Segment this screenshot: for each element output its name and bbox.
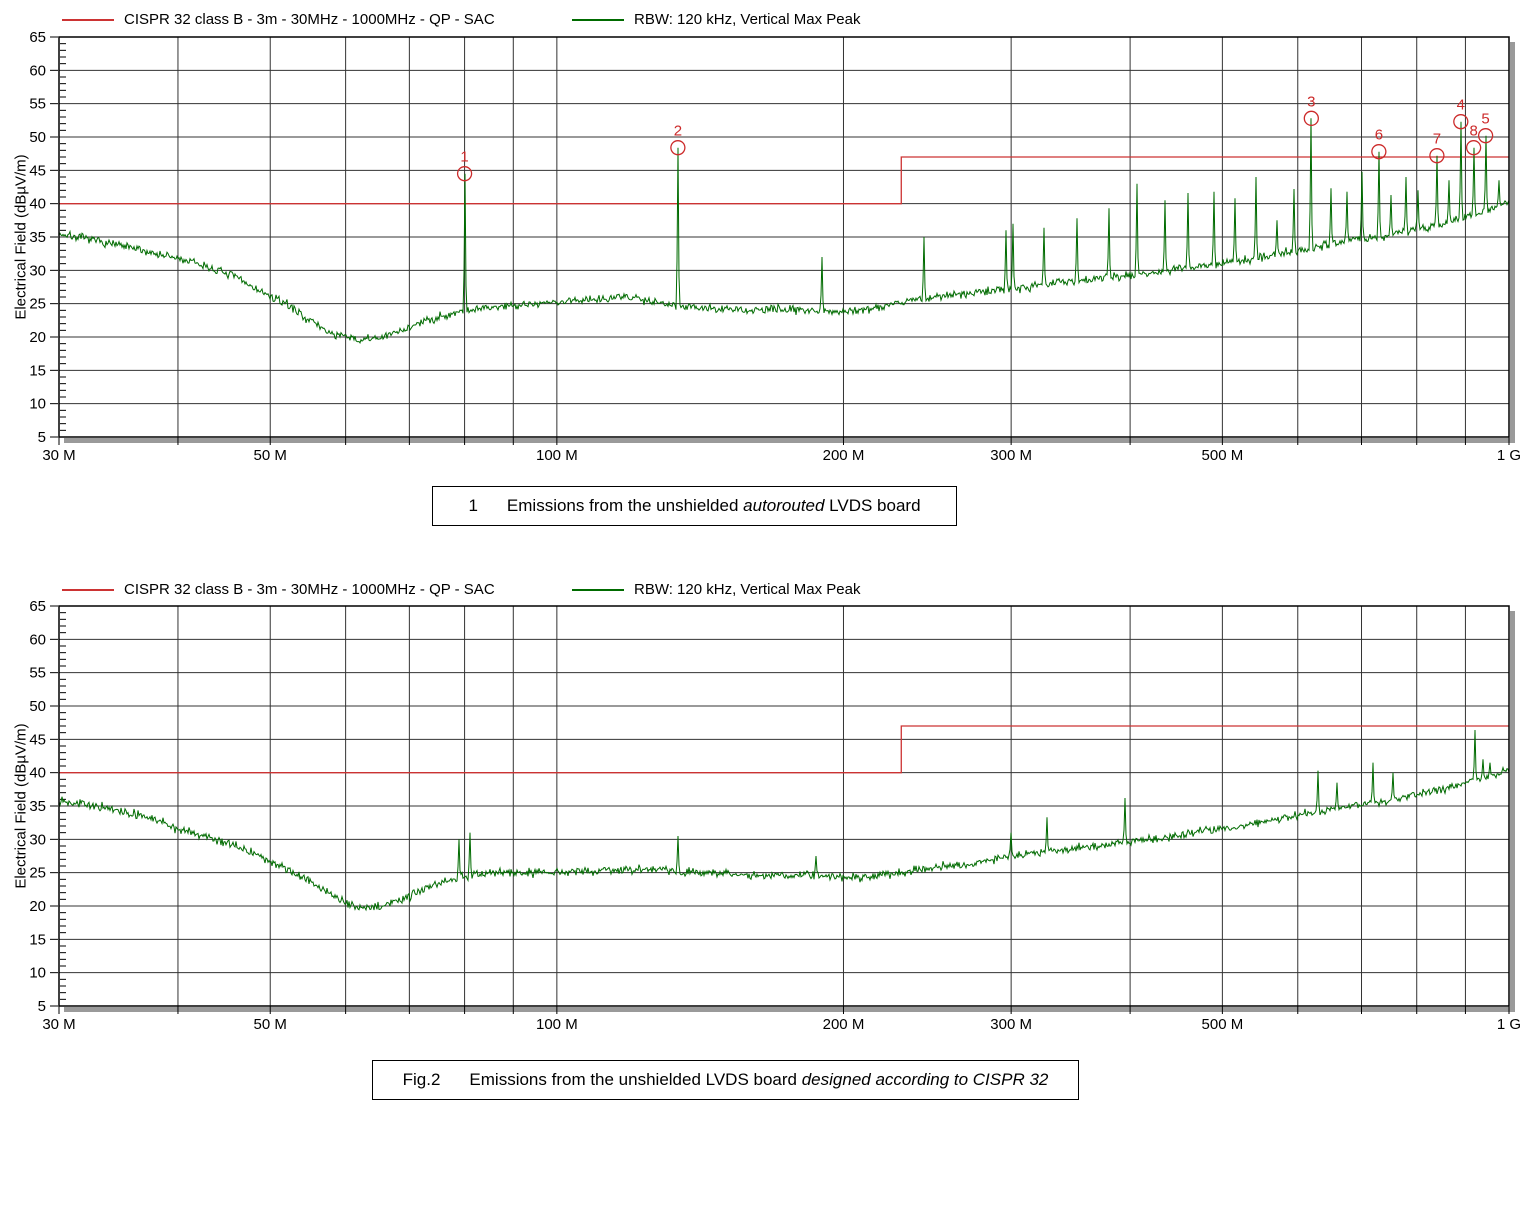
peak-marker-circle-8 [1465,140,1482,156]
axis-labels: 65 60 55 50 45 40 35 30 25 20 15 10 530 M 50 M 100 M 20… [29,598,1521,1033]
y-tick-label: 65 [29,598,46,615]
x-tick-label: 1 G [1497,1016,1521,1033]
y-tick-label: 55 [29,96,46,113]
plot-shadow-right [1510,42,1515,443]
x-tick-label: 200 M [823,447,865,464]
figure-caption-1: 1 Emissions from the unshielded autoroute… [432,486,957,526]
peak-marker-circle-4 [1453,114,1469,130]
caption-text: Emissions from the unshielded [506,496,744,515]
peak-marker-circle-5 [1477,128,1494,144]
max-peak-trace [58,118,1510,345]
plot-shadow-bottom [64,438,1514,443]
y-tick-label: 45 [29,162,46,179]
caption-italic: designed according to CISPR 32 [801,1070,1049,1089]
x-tick-label: 500 M [1202,1016,1244,1033]
peak-marker-circle-2 [670,140,686,156]
x-tick-label: 300 M [990,447,1032,464]
peak-marker-label-2: 2 [674,123,682,140]
figure-caption-2: Fig.2 Emissions from the unshielded LVDS … [372,1060,1079,1100]
caption-suffix: LVDS board [824,496,921,515]
peak-marker-label-1: 1 [460,149,468,166]
y-tick-label: 35 [29,229,46,246]
legend-label-trace: RBW: 120 kHz, Vertical Max Peak [634,11,861,28]
y-tick-label: 60 [29,631,46,648]
gridlines [59,605,1510,1007]
caption-number: Fig.2 [402,1070,441,1089]
gridlines [59,36,1510,438]
x-tick-label: 1 G [1497,447,1521,464]
y-tick-label: 50 [29,129,46,146]
caption-italic: autorouted [743,496,825,515]
y-tick-label: 40 [29,765,46,782]
y-tick-label: 15 [29,362,46,379]
x-tick-label: 50 M [254,1016,287,1033]
peak-marker-circle-7 [1429,148,1445,164]
x-tick-label: 30 M [42,447,75,464]
y-tick-label: 50 [29,698,46,715]
x-tick-label: 500 M [1202,447,1244,464]
axis-ticks [50,36,1510,445]
y-tick-label: 60 [29,62,46,79]
y-tick-label: 30 [29,262,46,279]
limit-line [59,156,1509,205]
limit-line-legend-swatch [62,19,114,21]
limit-line [59,725,1509,774]
y-tick-label: 35 [29,798,46,815]
y-tick-label: 20 [29,329,46,346]
y-tick-label: 25 [29,296,46,313]
limit-line-legend-swatch [62,589,114,591]
peak-marker-circle-1 [456,166,473,182]
y-tick-label: 10 [29,396,46,413]
plot-border [58,36,1510,438]
peak-marker-label-8: 8 [1469,123,1477,140]
trace-legend-swatch [572,589,624,591]
y-tick-label: 25 [29,865,46,882]
x-tick-label: 100 M [536,1016,578,1033]
y-tick-label: 10 [29,965,46,982]
max-peak-trace [58,729,1510,912]
y-tick-label: 40 [29,196,46,213]
emissions-chart-cispr-designed-board: 65 60 55 50 45 40 35 30 25 20 15 10 530 M 50 M 100 M 20… [29,598,1521,1033]
peak-marker-label-6: 6 [1375,127,1383,144]
plot-shadow-right [1510,611,1515,1012]
legend-label-limit: CISPR 32 class B - 3m - 30MHz - 1000MHz … [124,581,495,598]
plot-shadow-bottom [64,1007,1514,1012]
y-tick-label: 65 [29,29,46,46]
axis-ticks [50,605,1510,1014]
x-tick-label: 100 M [536,447,578,464]
y-tick-label: 30 [29,831,46,848]
y-tick-label: 5 [38,998,46,1015]
peak-marker-label-7: 7 [1433,131,1441,148]
caption-text: Emissions from the unshielded LVDS board [469,1070,802,1089]
peak-marker-label-5: 5 [1481,111,1489,128]
y-tick-label: 20 [29,898,46,915]
peak-marker-circle-3 [1303,110,1319,126]
y-tick-label: 45 [29,731,46,748]
legend-label-limit: CISPR 32 class B - 3m - 30MHz - 1000MHz … [124,11,495,28]
caption-number: 1 [468,496,478,515]
legend-label-trace: RBW: 120 kHz, Vertical Max Peak [634,581,861,598]
x-tick-label: 300 M [990,1016,1032,1033]
y-tick-label: 15 [29,931,46,948]
x-tick-label: 50 M [254,447,287,464]
y-tick-label: 5 [38,429,46,446]
peak-marker-label-4: 4 [1457,97,1465,114]
y-tick-label: 55 [29,665,46,682]
x-tick-label: 30 M [42,1016,75,1033]
peak-markers: 1 2 3 45 6 7 8 [456,93,1494,182]
peak-marker-circle-6 [1371,144,1387,160]
x-tick-label: 200 M [823,1016,865,1033]
plot-border [58,605,1510,1007]
trace-legend-swatch [572,19,624,21]
peak-marker-label-3: 3 [1307,93,1315,110]
